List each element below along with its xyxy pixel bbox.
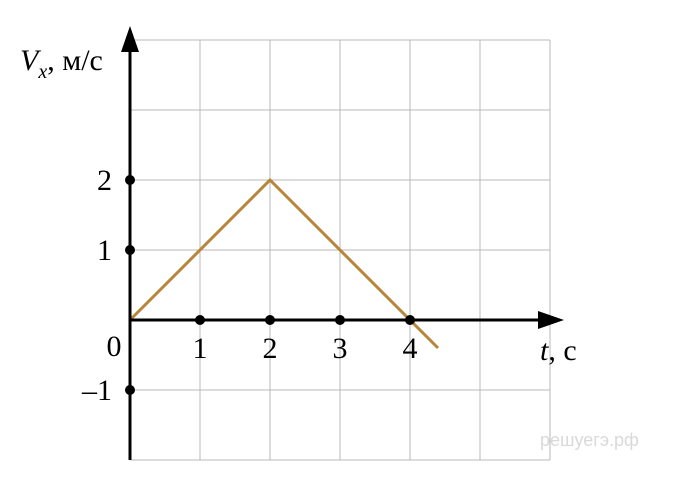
x-tick-label: 2 [263, 332, 278, 365]
x-tick-label: 4 [403, 332, 418, 365]
chart-svg: 1234–1120Vx, м/сt, с [0, 0, 696, 500]
origin-label: 0 [107, 330, 122, 363]
y-tick-label: 1 [97, 234, 112, 267]
x-tick-label: 3 [333, 332, 348, 365]
x-axis-label: t, с [540, 334, 577, 367]
x-tick-label: 1 [193, 332, 208, 365]
y-tick-label: 2 [97, 164, 112, 197]
velocity-time-chart: 1234–1120Vx, м/сt, с решуегэ.рф [0, 0, 696, 500]
y-tick-label: –1 [81, 374, 112, 407]
watermark: решуегэ.рф [540, 430, 639, 451]
